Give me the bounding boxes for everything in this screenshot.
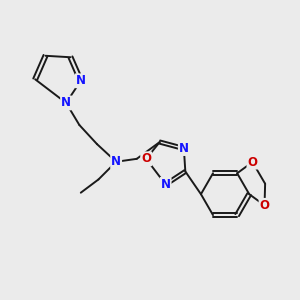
Text: O: O <box>141 152 151 165</box>
Text: O: O <box>248 156 257 169</box>
Text: N: N <box>76 74 86 87</box>
Text: N: N <box>111 155 121 168</box>
Text: O: O <box>260 199 269 212</box>
Text: N: N <box>61 96 71 110</box>
Text: N: N <box>160 178 171 191</box>
Text: N: N <box>179 142 189 155</box>
